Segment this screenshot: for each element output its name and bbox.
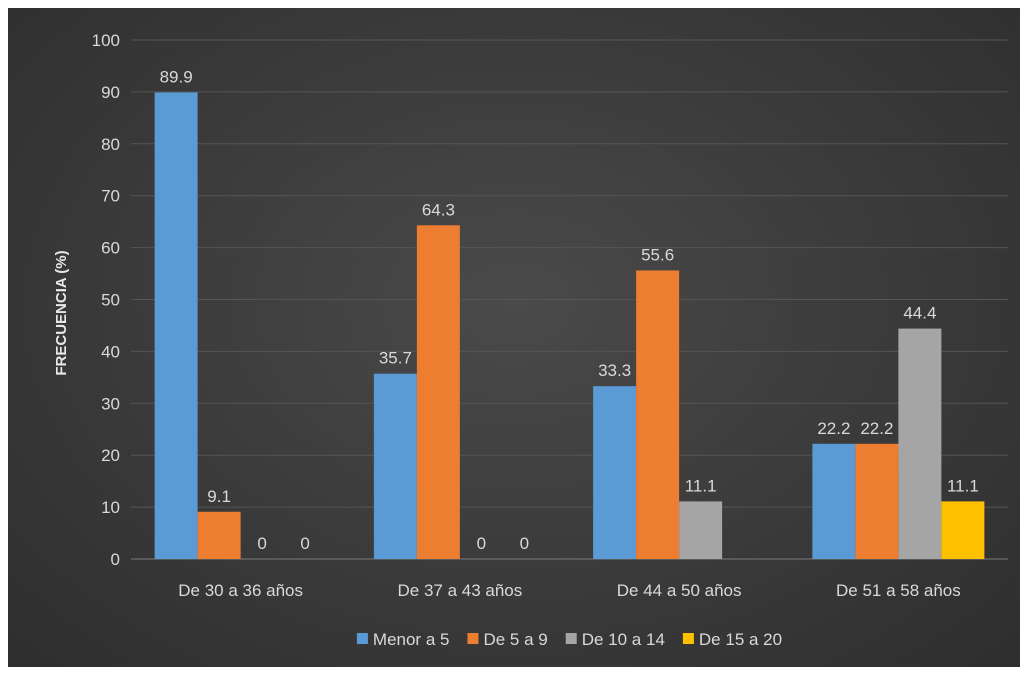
legend-swatch [682,633,694,644]
data-label: 11.1 [947,476,979,495]
data-labels: 89.9 9.1 0 0 35.7 64.3 0 0 33.3 55.6 11.1 22.2 22.2 4… [160,67,979,553]
x-tick-label: De 51 a 58 años [836,581,961,600]
bar [373,373,417,559]
y-axis-ticks: 0 10 20 30 40 50 60 70 80 90 100 [92,31,120,569]
y-tick-label: 60 [101,239,120,258]
y-axis-label: FRECUENCIA (%) [53,250,70,375]
data-label: 35.7 [379,349,412,368]
data-label: 0 [520,534,529,553]
data-label: 9.1 [207,487,231,506]
data-label: 0 [477,534,486,553]
y-tick-label: 90 [101,83,120,102]
bar [593,386,637,559]
y-tick-label: 10 [101,498,120,517]
bar [416,225,460,559]
data-label: 64.3 [422,200,455,219]
bar [812,443,856,559]
bar-chart: 0 10 20 30 40 50 60 70 80 90 100 89.9 9.1 0 0 35.7 64.3… [53,31,1008,649]
legend-label: Menor a 5 [373,630,450,649]
data-label: 22.2 [817,419,850,438]
x-tick-label: De 30 a 36 años [178,581,303,600]
legend-label: De 10 a 14 [582,630,665,649]
gridlines [131,39,1008,560]
y-tick-label: 0 [111,550,120,569]
legend-label: De 5 a 9 [483,630,547,649]
legend-swatch [356,633,368,644]
x-axis-ticks: De 30 a 36 años De 37 a 43 años De 44 a 50… [178,581,961,600]
data-label: 0 [257,534,266,553]
data-label: 22.2 [860,419,893,438]
bar [679,501,723,559]
y-tick-label: 80 [101,135,120,154]
y-tick-label: 20 [101,446,120,465]
data-label: 11.1 [685,476,717,495]
bar [197,511,241,559]
y-tick-label: 50 [101,291,120,310]
legend-label: De 15 a 20 [699,630,782,649]
bar [154,92,198,559]
y-tick-label: 40 [101,342,120,361]
x-tick-label: De 44 a 50 años [617,581,742,600]
bar [636,270,680,559]
y-tick-label: 30 [101,394,120,413]
data-label: 44.4 [903,304,936,323]
bar [941,501,985,559]
bars [154,92,985,559]
legend-swatch [565,633,577,644]
bar [855,443,899,559]
bar [898,328,942,559]
y-tick-label: 100 [92,31,120,50]
data-label: 89.9 [160,67,193,86]
data-label: 55.6 [641,245,674,264]
data-label: 33.3 [598,361,631,380]
legend: Menor a 5 De 5 a 9 De 10 a 14 De 15 a 20 [356,630,782,649]
chart-area: 0 10 20 30 40 50 60 70 80 90 100 89.9 9.1 0 0 35.7 64.3… [8,8,1020,667]
x-tick-label: De 37 a 43 años [397,581,522,600]
data-label: 0 [300,534,309,553]
y-tick-label: 70 [101,187,120,206]
legend-swatch [467,633,479,644]
